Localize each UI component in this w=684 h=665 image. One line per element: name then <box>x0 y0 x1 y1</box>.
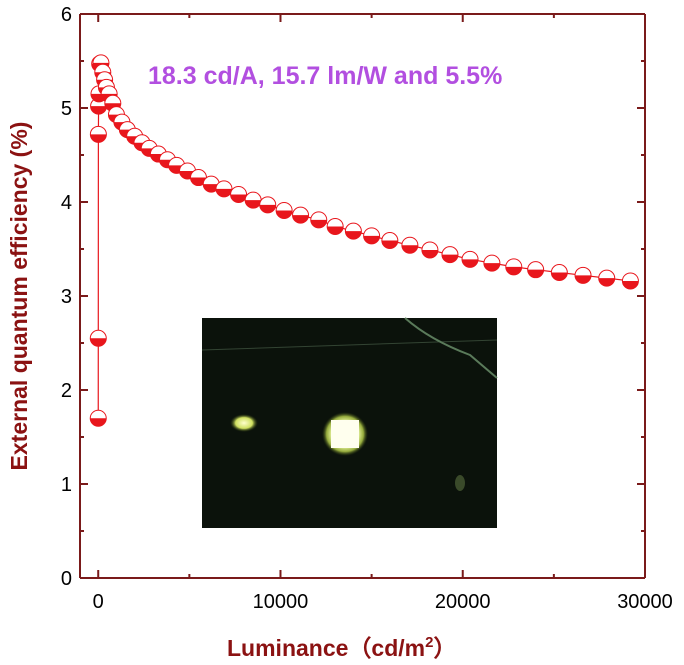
data-point <box>381 232 399 250</box>
x-axis-title: Luminance（cd/m2） <box>227 634 456 661</box>
data-point <box>259 196 277 214</box>
data-point <box>598 269 616 287</box>
chart-annotation: 18.3 cd/A, 15.7 lm/W and 5.5% <box>148 62 502 90</box>
data-point <box>230 185 248 203</box>
data-point <box>90 97 108 115</box>
data-point <box>292 206 310 224</box>
data-point <box>215 180 233 198</box>
y-tick-label: 5 <box>61 98 72 120</box>
data-point <box>527 261 545 279</box>
x-axis-title-sup: 2 <box>425 634 433 651</box>
y-tick-label: 0 <box>61 568 72 590</box>
data-point <box>310 211 328 229</box>
device-photo-inset <box>201 317 498 528</box>
data-point <box>461 250 479 268</box>
data-point <box>574 266 592 284</box>
data-point <box>89 329 107 347</box>
inset-wire-line <box>201 339 498 351</box>
data-point <box>89 409 107 427</box>
data-point <box>421 241 439 259</box>
x-axis-title-close: ） <box>433 635 456 661</box>
inset-wire-curve <box>404 317 498 379</box>
y-tick-label: 4 <box>61 192 72 214</box>
data-point <box>441 246 459 264</box>
data-point <box>483 254 501 272</box>
data-point <box>244 191 262 209</box>
inset-speck <box>455 475 465 491</box>
y-axis-title: External quantum efficiency (%) <box>6 122 32 471</box>
y-tick-label: 2 <box>61 380 72 402</box>
data-point <box>202 175 220 193</box>
data-point <box>550 264 568 281</box>
y-tick-label: 6 <box>61 4 72 26</box>
inset-pixel-core <box>331 420 359 448</box>
x-tick-label: 0 <box>93 591 104 613</box>
x-tick-label: 30000 <box>617 591 673 613</box>
inset-small-glow <box>230 414 258 432</box>
data-point <box>89 125 107 143</box>
data-point <box>326 217 344 235</box>
data-point <box>363 227 381 245</box>
data-point <box>344 222 362 240</box>
data-point <box>505 258 523 276</box>
data-point <box>189 169 207 187</box>
plot-area <box>89 54 639 427</box>
tick-group: 0 1 2 3 4 5 6 0 10000 20000 30000 <box>61 4 673 613</box>
x-tick-label: 20000 <box>435 591 491 613</box>
data-point <box>401 236 419 254</box>
y-tick-label: 3 <box>61 286 72 308</box>
y-tick-label: 1 <box>61 474 72 496</box>
x-tick-label: 10000 <box>253 591 309 613</box>
x-axis-title-main: Luminance（cd/m <box>227 635 425 661</box>
data-point <box>621 272 639 290</box>
data-point <box>275 201 293 219</box>
